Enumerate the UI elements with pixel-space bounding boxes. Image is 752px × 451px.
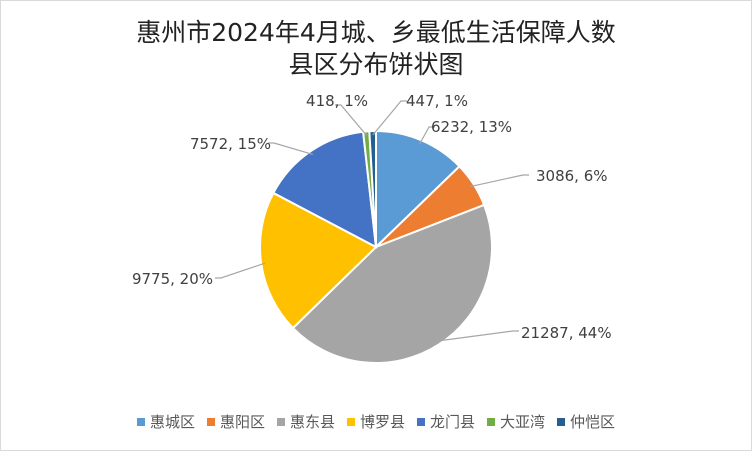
legend-swatch bbox=[487, 417, 496, 426]
data-label: 3086, 6% bbox=[536, 167, 608, 185]
leader-line bbox=[436, 330, 519, 342]
leader-line bbox=[215, 262, 266, 279]
legend-swatch bbox=[206, 417, 215, 426]
leader-line bbox=[470, 174, 529, 188]
legend-swatch bbox=[417, 417, 425, 426]
leader-line bbox=[419, 126, 435, 145]
pie-slice-3 bbox=[291, 203, 493, 364]
pie-slice-4 bbox=[259, 191, 378, 330]
legend-item: 大亚湾 bbox=[487, 411, 545, 432]
data-label: 9775, 20% bbox=[132, 270, 213, 288]
legend-item: 惠东县 bbox=[276, 411, 335, 432]
legend-swatch bbox=[276, 417, 285, 426]
legend: 惠城区 惠阳区 惠东县 博罗县 龙门县 大亚湾 仲恺区 bbox=[1, 411, 751, 432]
legend-swatch bbox=[136, 417, 145, 426]
chart-title-line2: 县区分布饼状图 bbox=[288, 50, 464, 79]
legend-item: 龙门县 bbox=[417, 411, 475, 432]
legend-label: 龙门县 bbox=[430, 413, 476, 431]
legend-swatch bbox=[346, 417, 355, 426]
pie-slice-5 bbox=[272, 130, 378, 249]
legend-label: 大亚湾 bbox=[500, 413, 546, 431]
data-label: 7572, 15% bbox=[190, 135, 271, 153]
legend-label: 惠城区 bbox=[149, 413, 195, 431]
leader-line bbox=[335, 104, 368, 136]
legend-label: 博罗县 bbox=[359, 413, 405, 431]
chart-title: 惠州市2024年4月城、乡最低生活保障人数 县区分布饼状图 bbox=[1, 17, 751, 81]
data-label: 447, 1% bbox=[406, 92, 468, 110]
legend-item: 惠城区 bbox=[136, 411, 195, 432]
legend-swatch bbox=[557, 417, 566, 426]
legend-label: 仲恺区 bbox=[570, 413, 616, 431]
leader-line bbox=[372, 100, 407, 136]
leader-line bbox=[268, 142, 314, 156]
legend-label: 惠东县 bbox=[289, 413, 335, 431]
legend-item: 博罗县 bbox=[346, 411, 405, 432]
data-label: 21287, 44% bbox=[521, 324, 612, 342]
chart-title-line1: 惠州市2024年4月城、乡最低生活保障人数 bbox=[136, 18, 616, 47]
legend-item: 仲恺区 bbox=[557, 411, 615, 432]
data-label: 418, 1% bbox=[306, 92, 368, 110]
legend-label: 惠阳区 bbox=[219, 413, 265, 431]
legend-item: 惠阳区 bbox=[206, 411, 265, 432]
data-label: 6232, 13% bbox=[431, 118, 512, 136]
